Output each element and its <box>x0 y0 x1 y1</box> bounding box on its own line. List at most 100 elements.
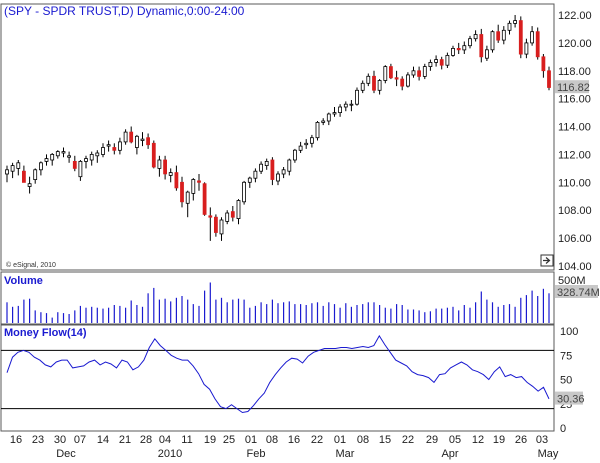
x-day-label: 01 <box>245 434 257 446</box>
candle <box>219 217 224 241</box>
volume-last-value: 328.74M <box>557 287 600 299</box>
candle-body <box>383 66 388 81</box>
candle <box>50 153 55 166</box>
candle-body <box>456 48 461 51</box>
candle-body <box>146 137 151 146</box>
candle-body <box>439 59 444 66</box>
candle-body <box>134 135 139 148</box>
candle-body <box>298 145 303 151</box>
x-day-label: 25 <box>223 434 235 446</box>
scroll-right-icon[interactable] <box>540 254 554 267</box>
candle-body <box>168 172 173 176</box>
candle-body <box>208 215 213 218</box>
candle <box>61 147 66 158</box>
candle <box>513 15 517 28</box>
candle-body <box>484 49 489 59</box>
candle-body <box>197 180 201 183</box>
candle <box>343 101 348 112</box>
candle-body <box>518 20 523 55</box>
candle <box>530 26 534 46</box>
x-day-label: 26 <box>515 434 527 446</box>
x-month-label: Feb <box>247 448 266 460</box>
candle <box>451 45 455 57</box>
candle <box>180 176 184 208</box>
x-day-label: 03 <box>536 434 548 446</box>
candle <box>462 41 467 54</box>
candle <box>174 165 179 191</box>
mfi-last-value-badge: 30.36 <box>555 391 585 406</box>
candle <box>321 118 326 126</box>
candle-body <box>400 78 405 87</box>
candle-body <box>292 149 297 161</box>
candle-body <box>5 169 9 175</box>
candle <box>185 190 190 218</box>
price-y-axis: 104.00 106.00 108.00 110.00 112.00 114.0… <box>558 10 592 273</box>
candle <box>270 157 275 186</box>
price-tick-label: 110.00 <box>558 177 591 189</box>
candle-body <box>530 31 534 44</box>
candle-body <box>501 29 506 41</box>
volume-panel-frame <box>0 271 555 325</box>
candle <box>27 176 32 194</box>
candle-body <box>84 158 88 162</box>
candle-body <box>151 142 156 168</box>
candle <box>355 87 359 106</box>
candle-body <box>547 70 551 88</box>
candle-body <box>67 155 71 158</box>
candle-body <box>388 66 393 79</box>
volume-last-value-badge: 328.74M <box>555 285 600 299</box>
candle <box>264 158 269 170</box>
price-tick-label: 106.00 <box>558 233 592 245</box>
candle <box>242 180 247 205</box>
candle-body <box>219 219 224 235</box>
candle <box>388 63 393 80</box>
candle-body <box>326 113 331 122</box>
candle-body <box>50 153 55 161</box>
candle-body <box>61 151 66 154</box>
candle <box>501 26 506 45</box>
candle-body <box>89 153 94 161</box>
x-day-label: 01 <box>334 434 346 446</box>
x-day-label: 30 <box>54 434 66 446</box>
x-day-label: 22 <box>402 434 414 446</box>
candle <box>524 38 529 59</box>
candle <box>372 70 376 94</box>
candle <box>366 73 371 87</box>
candle <box>422 63 427 80</box>
candle-body <box>360 82 365 91</box>
x-day-label: 28 <box>140 434 152 446</box>
x-day-label: 05 <box>449 434 461 446</box>
candle <box>67 151 71 163</box>
candle <box>411 66 416 78</box>
candle <box>547 66 551 91</box>
candle <box>10 162 15 179</box>
candle <box>168 168 173 183</box>
candle-body <box>507 22 512 31</box>
candle-body <box>202 183 207 215</box>
candle-body <box>191 179 196 194</box>
candle <box>445 52 450 68</box>
x-month-label: Dec <box>56 448 76 460</box>
x-day-label: 16 <box>10 434 22 446</box>
candle <box>129 126 134 144</box>
candle <box>151 140 156 169</box>
candle-body <box>276 173 280 182</box>
candle <box>405 72 410 88</box>
candle <box>247 176 252 188</box>
candle-body <box>372 75 376 91</box>
x-month-label: 2010 <box>158 448 182 460</box>
candle <box>44 154 49 166</box>
candle-body <box>10 165 15 172</box>
price-tick-label: 108.00 <box>558 205 592 217</box>
candle <box>479 28 484 63</box>
candle <box>213 214 218 237</box>
candle <box>21 165 26 183</box>
candle-body <box>39 162 43 171</box>
candle <box>428 59 433 71</box>
x-day-label: 12 <box>472 434 484 446</box>
candle <box>287 158 292 176</box>
candle-body <box>140 138 145 141</box>
candle <box>400 76 405 91</box>
price-last-value: 116.82 <box>557 82 590 94</box>
